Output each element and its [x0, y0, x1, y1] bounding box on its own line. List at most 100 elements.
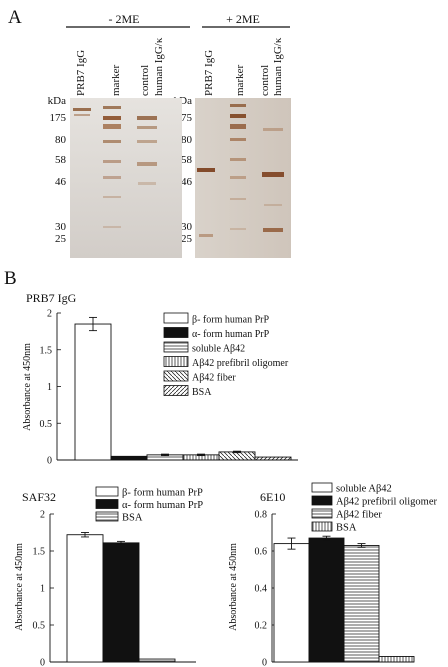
- kda-tick: 80: [55, 134, 67, 146]
- gel-band: [230, 158, 246, 161]
- y-tick-label: 0.2: [255, 621, 268, 632]
- gel-band: [74, 114, 90, 116]
- kda-tick: 25: [181, 233, 193, 245]
- lane-labels-left: PRB7 IgG marker control human IgG/κ: [75, 37, 165, 96]
- kda-tick: 58: [181, 154, 193, 166]
- y-tick-label: 0: [40, 658, 45, 667]
- lane-labels-right: PRB7 IgG marker control human IgG/κ: [203, 37, 284, 96]
- legend-swatch: [163, 327, 189, 338]
- bar: [343, 545, 380, 663]
- gel-band: [230, 104, 246, 107]
- kda-tick: 30: [181, 221, 193, 233]
- lane-label: PRB7 IgG: [75, 50, 87, 96]
- gel-band: [263, 228, 283, 232]
- bars: [74, 316, 292, 461]
- chart-title: PRB7 IgG: [26, 291, 77, 305]
- bar: [308, 537, 345, 663]
- chart-title: 6E10: [260, 490, 285, 504]
- bar: [218, 451, 256, 461]
- y-tick-label: 1: [47, 382, 52, 393]
- y-tick-label: 2: [40, 510, 45, 521]
- gel-band: [137, 162, 157, 166]
- kda-tick: 25: [55, 233, 67, 245]
- y-tick-label: 1.5: [33, 547, 46, 558]
- gel-left: [70, 98, 182, 258]
- gel-band: [230, 114, 246, 118]
- condition-left-label: - 2ME: [109, 12, 140, 26]
- legend-label: Aβ42 fiber: [192, 373, 236, 384]
- legend: soluble Aβ42 Aβ42 prefibril oligomer Aβ42 …: [311, 482, 437, 534]
- gel-band: [230, 124, 246, 129]
- condition-header-right: + 2ME: [202, 12, 290, 28]
- y-tick-label: 0: [47, 456, 52, 467]
- panel-a-label: A: [8, 7, 22, 28]
- legend-swatch: [311, 521, 333, 532]
- gel-right: [195, 98, 291, 258]
- gel-band: [103, 116, 121, 120]
- legend-swatch: [163, 341, 189, 353]
- lane-label: human IgG/κ: [272, 37, 284, 96]
- chart-saf32: SAF32 Absorbance at 450nm 0 0.5 1 1.5 2 β- f…: [14, 486, 203, 667]
- y-tick-label: 0.5: [33, 621, 46, 632]
- lane-label: marker: [234, 65, 246, 96]
- gel-band: [230, 138, 246, 141]
- y-tick-label: 0.5: [40, 419, 53, 430]
- gel-band: [199, 234, 213, 237]
- gel-band: [230, 176, 246, 179]
- y-ticks: 0 0.2 0.4 0.6 0.8: [255, 510, 276, 667]
- gel-band: [137, 126, 157, 129]
- gel-band: [230, 228, 246, 230]
- gel-band: [137, 140, 157, 143]
- chart-ylabel: Absorbance at 450nm: [228, 543, 239, 631]
- y-ticks: 0 0.5 1 1.5 2: [40, 309, 61, 467]
- y-tick-label: 1.5: [40, 345, 53, 356]
- gel-band: [103, 196, 121, 198]
- kda-tick: 46: [55, 176, 67, 188]
- legend-label: Aβ42 fiber: [336, 510, 382, 521]
- gel-band: [230, 198, 246, 200]
- bar: [254, 456, 292, 461]
- gel-band: [103, 176, 121, 179]
- kda-tick: 80: [181, 134, 193, 146]
- kda-tick: 58: [55, 154, 67, 166]
- legend-swatch: [163, 356, 189, 367]
- legend-swatch: [163, 312, 189, 324]
- y-tick-label: 2: [47, 309, 52, 320]
- legend-swatch: [163, 370, 189, 382]
- lane-label: marker: [110, 65, 122, 96]
- legend-label: β- form human PrP: [122, 488, 203, 499]
- gel-band: [73, 108, 91, 111]
- gel-band: [262, 172, 284, 177]
- chart-prb7-igg: PRB7 IgG Absorbance at 450nm 0 0.5 1 1.5 2 β…: [22, 291, 298, 467]
- y-tick-label: 0.8: [255, 510, 268, 521]
- bar: [378, 656, 415, 663]
- bar: [273, 543, 310, 663]
- legend-swatch: [95, 511, 119, 522]
- gel-left-background: [70, 98, 182, 258]
- bars: [273, 535, 415, 663]
- condition-right-label: + 2ME: [226, 12, 260, 26]
- bar: [110, 455, 148, 461]
- legend-label: soluble Aβ42: [192, 344, 245, 355]
- y-ticks: 0 0.5 1 1.5 2: [33, 510, 54, 667]
- lane-label: control: [139, 65, 151, 96]
- kda-unit: kDa: [48, 95, 66, 107]
- kda-scale-left: kDa 175 80 58 46 30 25: [48, 95, 67, 245]
- bar: [102, 542, 140, 663]
- legend: β- form human PrP α- form human PrP solubl…: [163, 312, 289, 398]
- chart-title: SAF32: [22, 490, 56, 504]
- y-tick-label: 1: [40, 584, 45, 595]
- legend-label: soluble Aβ42: [336, 484, 392, 495]
- lane-label: PRB7 IgG: [203, 50, 215, 96]
- y-tick-label: 0.4: [255, 584, 268, 595]
- condition-header-left: - 2ME: [66, 12, 190, 28]
- chart-6e10: 6E10 Absorbance at 450nm 0 0.2 0.4 0.6 0.8 s…: [228, 482, 437, 667]
- legend-swatch: [95, 499, 119, 509]
- lane-label: human IgG/κ: [153, 37, 165, 96]
- bar: [66, 534, 104, 663]
- bar: [74, 323, 112, 461]
- bars: [66, 532, 176, 663]
- chart-ylabel: Absorbance at 450nm: [14, 543, 25, 631]
- gel-band: [103, 124, 121, 129]
